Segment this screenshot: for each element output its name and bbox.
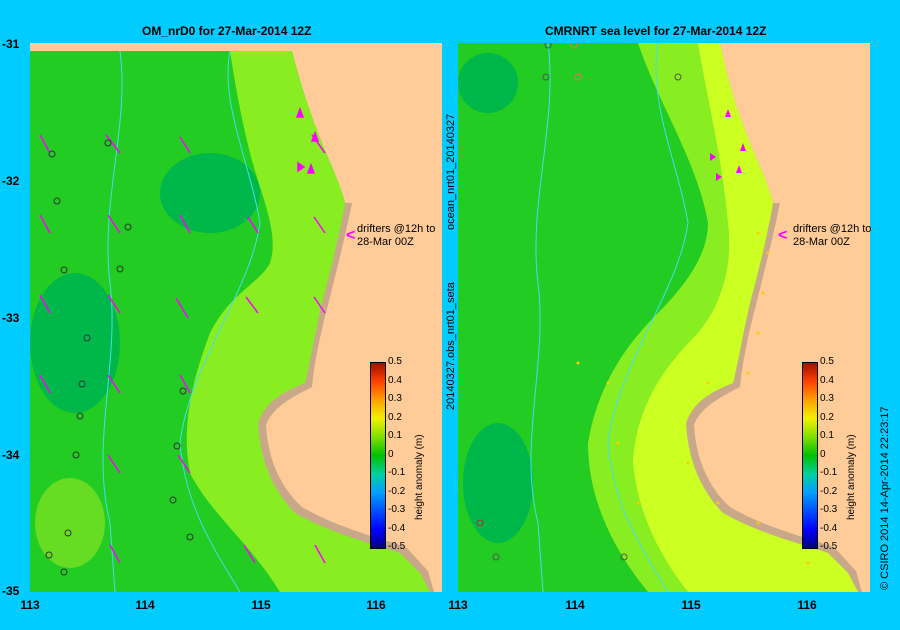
lon-label: 116 — [366, 598, 386, 612]
colorbar-tick-label: -0.3 — [388, 504, 406, 515]
colorbar-tick-label: 0.4 — [388, 374, 402, 386]
lat-label: -34 — [2, 448, 20, 462]
right-map-title: CMRNRT sea level for 27-Mar-2014 12Z — [545, 24, 767, 38]
vertical-metadata: ocean_nrt01_20140327 — [445, 113, 457, 230]
colorbar — [802, 362, 818, 549]
colorbar-tick-label: 0.5 — [388, 356, 402, 367]
colorbar-tick-label: -0.5 — [820, 541, 838, 552]
drifter-annotation: drifters @12h to 28-Mar 00Z — [793, 223, 871, 249]
drifter-arrows — [710, 109, 746, 181]
drifter-label-line1: drifters @12h to — [357, 223, 436, 235]
colorbar-tick-label: -0.1 — [388, 467, 406, 478]
float-markers — [476, 43, 682, 561]
drifter-label-line1: drifters @12h to — [793, 223, 872, 235]
sea-anomaly-low — [458, 53, 518, 113]
lon-label: 114 — [135, 598, 155, 612]
drifter-label-line2: 28-Mar 00Z — [793, 236, 850, 248]
colorbar-tick-label: -0.1 — [820, 467, 838, 478]
sea-anomaly-low — [160, 153, 260, 233]
colorbar-tick-label: 0.2 — [820, 411, 834, 423]
drifter-arrows — [39, 106, 326, 564]
lon-label: 116 — [797, 598, 817, 612]
left-map-title: OM_nrD0 for 27-Mar-2014 12Z — [142, 24, 312, 38]
drifter-annotation-arrow: < — [346, 227, 356, 244]
left-map-panel — [30, 43, 442, 592]
drifter-annotation: drifters @12h to 28-Mar 00Z — [357, 223, 435, 249]
sea-anomaly-low — [463, 423, 533, 543]
sea-anomaly-low — [30, 273, 120, 413]
colorbar-tick-label: -0.2 — [388, 485, 406, 497]
colorbar — [370, 362, 386, 549]
colorbar-tick-label: 0 — [388, 448, 394, 460]
colorbar-tick-label: 0.5 — [820, 356, 834, 367]
bathymetry-contour — [607, 43, 689, 592]
bathymetry-contour — [102, 50, 123, 592]
colorbar-tick-label: 0.1 — [388, 430, 402, 441]
lat-label: -31 — [2, 37, 20, 51]
colorbar-tick-label: -0.4 — [820, 522, 838, 534]
colorbar-tick-label: 0.1 — [820, 430, 834, 441]
lon-label: 115 — [681, 598, 701, 612]
colorbar-tick-label: 0.4 — [820, 374, 834, 386]
sea-anomaly-band — [35, 478, 105, 568]
copyright-text: © CSIRO 2014 14-Apr-2014 22:23:17 — [879, 406, 891, 590]
colorbar-tick-label: 0 — [820, 448, 826, 460]
drifter-label-line2: 28-Mar 00Z — [357, 236, 414, 248]
vertical-metadata: 20140327.obs_nrt01_seta — [445, 282, 457, 410]
colorbar-tick-label: 0.2 — [388, 411, 402, 423]
right-map-panel — [458, 43, 870, 592]
lon-label: 113 — [20, 598, 40, 612]
colorbar-tick-label: -0.3 — [820, 504, 838, 515]
colorbar-tick-label: -0.2 — [820, 485, 838, 497]
colorbar-tick-label: 0.3 — [388, 393, 402, 404]
colorbar-tick-label: -0.5 — [388, 541, 406, 552]
lat-label: -35 — [2, 584, 20, 598]
bathymetry-contour — [179, 50, 261, 592]
drifter-annotation-arrow: < — [778, 227, 788, 244]
bathymetry-contour — [530, 43, 551, 592]
sea-anomaly-high — [633, 43, 858, 592]
lon-label: 113 — [448, 598, 468, 612]
observation-points — [576, 231, 810, 565]
colorbar-tick-label: 0.3 — [820, 393, 834, 404]
colorbar-label: height anomaly (m) — [846, 434, 857, 520]
lat-label: -32 — [2, 174, 20, 188]
colorbar-label: height anomaly (m) — [414, 434, 425, 520]
lon-label: 115 — [251, 598, 271, 612]
sea-anomaly-band — [186, 51, 430, 592]
lon-label: 114 — [565, 598, 585, 612]
left-sea-level-map — [30, 43, 442, 592]
right-sea-level-map — [458, 43, 870, 592]
lat-label: -33 — [2, 311, 20, 325]
float-markers — [45, 139, 194, 576]
colorbar-tick-label: -0.4 — [388, 522, 406, 534]
